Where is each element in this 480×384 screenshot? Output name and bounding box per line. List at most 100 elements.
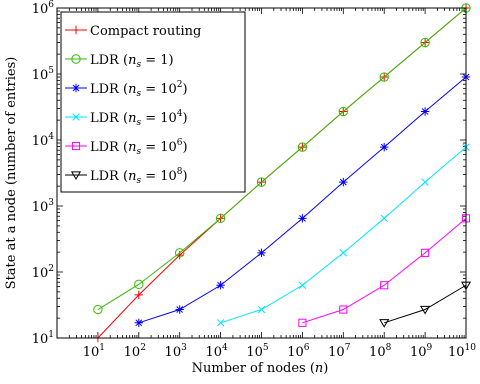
legend-marker <box>71 54 81 64</box>
legend-exp: 8 <box>177 167 183 177</box>
series-2 <box>134 72 471 327</box>
data-point <box>298 318 307 327</box>
legend-exp: 2 <box>177 80 183 90</box>
data-point <box>380 142 389 152</box>
x-tick-exp: 1 <box>99 343 105 353</box>
legend-var: n <box>128 82 136 97</box>
legend-suffix: ) <box>183 169 188 184</box>
y-tick-label: 106 <box>32 0 55 17</box>
legend-exp: 6 <box>177 138 183 148</box>
y-tick-exp: 2 <box>48 264 54 274</box>
x-tick-label: 102 <box>124 343 146 360</box>
data-point <box>339 249 348 257</box>
data-point <box>257 305 266 314</box>
legend-sub: s <box>136 147 141 157</box>
legend-var: n <box>128 169 136 184</box>
x-tick-labels: 101 102 103 104 105 106 107 108 109 1010 <box>83 343 477 360</box>
legend-entry: Compact routing <box>65 24 201 39</box>
x-tick-label: 101 <box>83 343 105 360</box>
legend-suffix: ) <box>183 140 188 155</box>
legend-eq: = 10 <box>141 169 177 184</box>
legend-eq: = 10 <box>141 82 177 97</box>
y-tick-label: 105 <box>32 66 55 83</box>
legend-eq: = 10 <box>141 111 177 126</box>
data-point <box>134 318 143 327</box>
legend-var: n <box>128 53 136 68</box>
data-point <box>380 281 389 290</box>
x-tick-base: 10 <box>246 345 263 360</box>
x-axis-label-main: Number of nodes ( <box>192 361 315 376</box>
legend-marker <box>72 113 80 121</box>
data-point <box>380 214 388 223</box>
data-point <box>421 178 429 186</box>
y-tick-base: 10 <box>32 266 49 281</box>
x-tick-base: 10 <box>369 345 386 360</box>
data-point <box>175 305 184 314</box>
data-point <box>215 213 226 224</box>
data-point <box>420 37 430 48</box>
data-point <box>298 281 307 289</box>
legend-var: n <box>128 140 136 155</box>
x-tick-base: 10 <box>328 345 345 360</box>
data-point <box>379 319 390 328</box>
data-point <box>216 319 225 327</box>
data-point <box>93 304 103 315</box>
x-axis-label: Number of nodes (n) <box>192 361 329 376</box>
data-point <box>298 214 307 223</box>
x-axis-label-close: ) <box>323 361 328 376</box>
legend-prefix: LDR ( <box>90 82 128 97</box>
x-tick-base: 10 <box>410 345 427 360</box>
y-axis-label: State at a node (number of entries) <box>4 57 19 290</box>
x-tick-base: 10 <box>205 345 222 360</box>
legend-exp: 4 <box>177 109 183 119</box>
y-tick-exp: 4 <box>48 132 54 142</box>
data-point <box>134 279 144 290</box>
x-tick-exp: 7 <box>345 343 351 353</box>
legend-box <box>60 11 246 193</box>
legend-entry: LDR (ns = 104) <box>65 109 188 128</box>
legend-label: LDR (ns = 108) <box>90 167 188 186</box>
y-tick-base: 10 <box>32 2 49 17</box>
data-point <box>175 248 185 258</box>
x-tick-exp: 4 <box>222 343 228 353</box>
data-point <box>339 305 348 314</box>
legend-suffix: ) <box>169 53 174 68</box>
data-point <box>339 177 348 187</box>
x-tick-base: 10 <box>83 345 100 360</box>
series-line <box>97 7 467 310</box>
data-point <box>420 107 430 116</box>
x-tick-base: 10 <box>448 345 465 360</box>
y-tick-label: 104 <box>32 132 55 149</box>
legend-sub: s <box>136 89 141 99</box>
legend-suffix: ) <box>183 111 188 126</box>
series-layer <box>93 3 472 343</box>
x-tick-base: 10 <box>165 345 182 360</box>
legend-eq: = 1 <box>141 53 168 68</box>
data-point <box>379 72 389 82</box>
x-tick-label: 106 <box>287 343 310 360</box>
legend-marker <box>71 25 81 35</box>
legend-marker <box>70 171 82 180</box>
legend-eq: = 10 <box>141 140 177 155</box>
x-tick-exp: 10 <box>465 343 477 353</box>
x-tick-label: 105 <box>246 343 269 360</box>
legend-suffix: ) <box>183 82 188 97</box>
legend-entry: LDR (ns = 1) <box>65 53 174 70</box>
legend-label: LDR (ns = 106) <box>90 138 188 157</box>
data-point <box>297 142 308 152</box>
data-point <box>256 177 267 187</box>
data-point <box>257 248 266 258</box>
x-tick-exp: 3 <box>181 343 187 353</box>
series-line <box>302 217 467 324</box>
x-tick-label: 104 <box>205 343 228 360</box>
legend-marker <box>71 83 81 93</box>
legend-label: Compact routing <box>90 24 201 39</box>
y-tick-exp: 6 <box>48 0 54 10</box>
data-point <box>216 281 225 290</box>
x-axis-label-var: n <box>315 361 323 376</box>
data-point <box>338 106 348 117</box>
legend-sub: s <box>136 118 141 128</box>
data-point <box>421 248 430 257</box>
